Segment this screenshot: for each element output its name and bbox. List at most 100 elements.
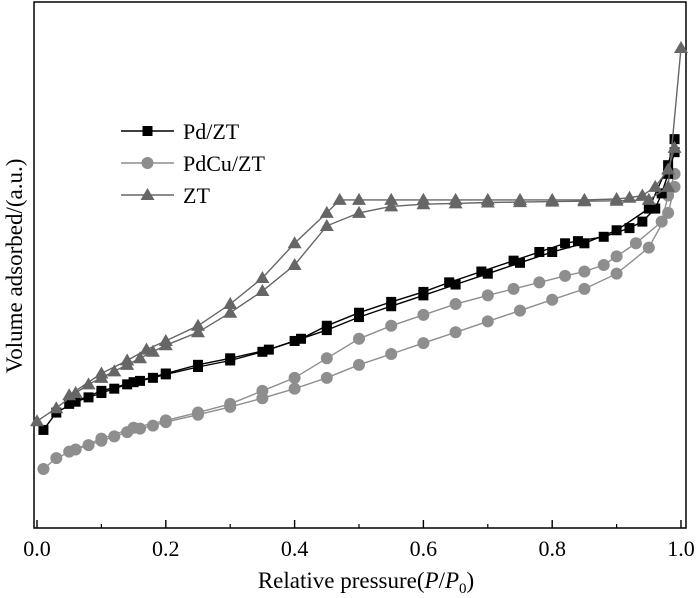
legend-marker-zt [140, 188, 155, 200]
point-adsorption [661, 179, 676, 192]
point-desorption [622, 190, 637, 203]
point-desorption [533, 276, 546, 289]
point-desorption [508, 255, 519, 266]
point-adsorption [107, 364, 122, 377]
point-adsorption [223, 305, 238, 318]
point-desorption [95, 432, 108, 445]
legend-marker-pd-zt [142, 126, 153, 136]
point-desorption [629, 237, 642, 250]
point-adsorption [81, 377, 96, 390]
point-desorption [287, 236, 302, 249]
point-desorption [354, 307, 364, 318]
legend-label-zt: ZT [183, 183, 210, 208]
x-axis-tick-labels: 0.0 0.2 0.4 0.6 0.8 1.0 [23, 536, 695, 561]
point-desorption [332, 192, 347, 205]
point-desorption [545, 192, 560, 205]
point-adsorption [611, 225, 622, 236]
x-tick-label-0: 0.0 [23, 536, 51, 561]
point-desorption [225, 353, 236, 364]
point-desorption [597, 259, 610, 271]
point-desorption [63, 445, 76, 458]
point-desorption [448, 192, 463, 205]
point-desorption [417, 308, 430, 321]
point-adsorption [320, 371, 333, 384]
point-adsorption [191, 325, 205, 338]
point-adsorption [641, 192, 656, 205]
y-axis-title: Volume adsorbed/(a.u.) [2, 159, 27, 374]
legend-label-pd-zt: Pd/ZT [183, 119, 240, 144]
point-adsorption [287, 258, 302, 270]
point-desorption [609, 192, 624, 205]
point-desorption [444, 277, 455, 288]
point-adsorption [109, 383, 120, 394]
legend-item-pdcu-zt: PdCu/ZT [121, 151, 265, 176]
point-adsorption [546, 293, 559, 306]
x-axis-title-subscript: 0 [459, 581, 467, 597]
point-desorption [513, 192, 527, 205]
legend-marker-pdcu-zt [141, 157, 154, 169]
legend-item-zt: ZT [121, 183, 210, 208]
line-desorption [68, 151, 676, 405]
point-adsorption [353, 358, 365, 371]
point-desorption [127, 421, 140, 434]
point-adsorption [578, 282, 591, 295]
x-tick-label-2: 0.4 [281, 536, 309, 561]
x-axis-title-main: Relative pressure( [258, 568, 425, 593]
series-zt [30, 41, 688, 427]
point-desorption [384, 192, 399, 205]
point-adsorption [352, 205, 366, 218]
point-adsorption [674, 41, 688, 53]
point-desorption [648, 179, 663, 192]
point-adsorption [643, 203, 654, 214]
point-desorption [598, 231, 609, 242]
point-adsorption [146, 419, 159, 432]
point-desorption [193, 359, 203, 370]
point-desorption [353, 332, 365, 345]
point-desorption [656, 188, 667, 199]
point-desorption [650, 203, 661, 214]
point-desorption [416, 192, 431, 205]
point-desorption [534, 246, 545, 257]
point-adsorption [481, 315, 494, 328]
point-desorption [572, 236, 583, 247]
point-adsorption [30, 414, 44, 427]
point-adsorption [319, 218, 334, 231]
point-adsorption [515, 257, 525, 268]
x-tick-label-4: 0.8 [538, 536, 566, 561]
point-desorption [507, 282, 520, 295]
point-desorption [191, 318, 205, 331]
point-adsorption [482, 268, 493, 279]
x-axis-ticks [36, 520, 682, 528]
point-desorption [476, 266, 487, 277]
point-adsorption [83, 392, 94, 403]
point-desorption [296, 333, 307, 344]
point-adsorption [385, 347, 398, 360]
x-axis-title-slash: / [439, 568, 446, 593]
point-desorption [560, 238, 571, 249]
point-desorption [256, 384, 269, 397]
point-desorption [481, 289, 494, 302]
x-axis-title: Relative pressure(P/P0) [258, 568, 474, 597]
point-desorption [223, 297, 238, 310]
point-adsorption [417, 337, 430, 350]
point-desorption [320, 352, 333, 365]
point-desorption [637, 216, 648, 227]
point-desorption [159, 414, 172, 427]
point-adsorption [514, 304, 526, 317]
point-adsorption [37, 462, 50, 475]
point-desorption [352, 192, 366, 205]
point-desorption [255, 271, 270, 284]
point-adsorption [288, 382, 301, 395]
point-desorption [128, 377, 139, 388]
series-layer [30, 41, 688, 475]
point-desorption [578, 265, 591, 278]
point-adsorption [450, 279, 461, 290]
x-tick-label-1: 0.2 [152, 536, 180, 561]
point-desorption [160, 368, 171, 379]
point-desorption [96, 385, 107, 396]
point-adsorption [133, 351, 148, 364]
point-desorption [386, 296, 397, 307]
point-adsorption [642, 241, 655, 254]
legend-label-pdcu-zt: PdCu/ZT [183, 151, 265, 176]
point-desorption [192, 406, 204, 419]
